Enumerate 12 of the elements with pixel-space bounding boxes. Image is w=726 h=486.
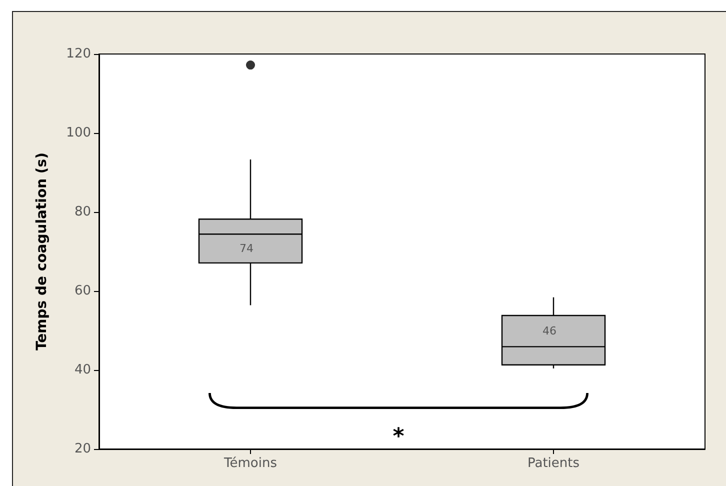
y-tick-label: 80 <box>74 204 91 220</box>
y-tick-label: 120 <box>66 46 91 62</box>
y-axis-title: Temps de coagulation (s) <box>34 152 50 351</box>
y-tick-label: 100 <box>66 126 91 140</box>
annotation: * <box>392 424 405 450</box>
text: 74 <box>240 242 254 256</box>
x-tick-label: Patients <box>527 456 580 471</box>
y-tick-label: 40 <box>74 362 91 378</box>
y-tick-label: 20 <box>74 442 91 456</box>
text: 46 <box>542 324 556 338</box>
y-tick-label: 60 <box>74 284 91 298</box>
x-tick-label: Témoins <box>223 456 278 471</box>
